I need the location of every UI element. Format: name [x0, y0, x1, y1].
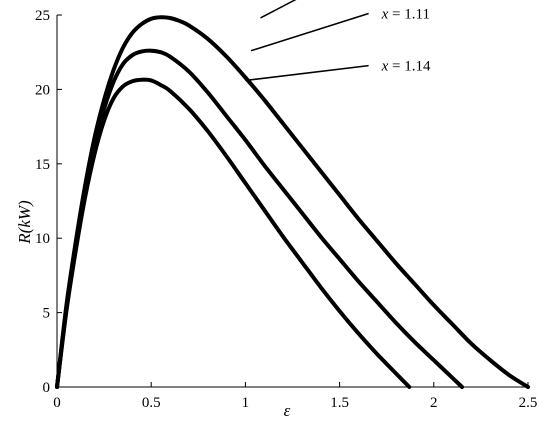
y-tick-label: 20 — [35, 82, 50, 98]
y-tick-label: 10 — [35, 231, 50, 247]
annotation-leader-2 — [250, 12, 369, 52]
annotation-variable: x — [381, 59, 389, 75]
annotation-leader-1 — [260, 0, 297, 19]
ticks: 0 0.5 1 1.5 2 2.5 0 5 10 15 20 25 — [35, 8, 537, 411]
annotation-label-3: x = 1.14 — [381, 59, 431, 75]
y-tick-label: 25 — [35, 8, 50, 24]
y-tick-label: 5 — [43, 306, 51, 322]
series-layer — [55, 15, 530, 389]
annotation-layer: x = 1.08x = 1.11x = 1.14 — [245, 0, 431, 82]
x-tick-label: 1 — [242, 395, 250, 411]
x-tick-label: 0.5 — [142, 395, 161, 411]
annotation-leader-3 — [245, 64, 369, 82]
series-line-3 — [55, 77, 412, 389]
x-tick-label: 2 — [430, 395, 438, 411]
annotation-label-2: x = 1.11 — [381, 7, 430, 23]
axes — [56, 15, 528, 388]
series-line-1 — [55, 15, 530, 389]
annotation-variable: x — [381, 7, 389, 23]
y-axis-title: R(kW) — [15, 200, 34, 245]
series-line-2 — [55, 48, 465, 389]
annotation-value: 1.14 — [404, 59, 431, 75]
annotation-equals: = — [388, 59, 404, 75]
y-tick-label: 0 — [43, 380, 51, 396]
y-tick-label: 15 — [35, 157, 50, 173]
annotation-value: 1.11 — [404, 7, 430, 23]
annotation-equals: = — [388, 7, 404, 23]
x-axis-title: ε — [284, 401, 291, 420]
x-tick-label: 0 — [53, 395, 61, 411]
x-tick-label: 2.5 — [519, 395, 538, 411]
x-tick-label: 1.5 — [330, 395, 349, 411]
